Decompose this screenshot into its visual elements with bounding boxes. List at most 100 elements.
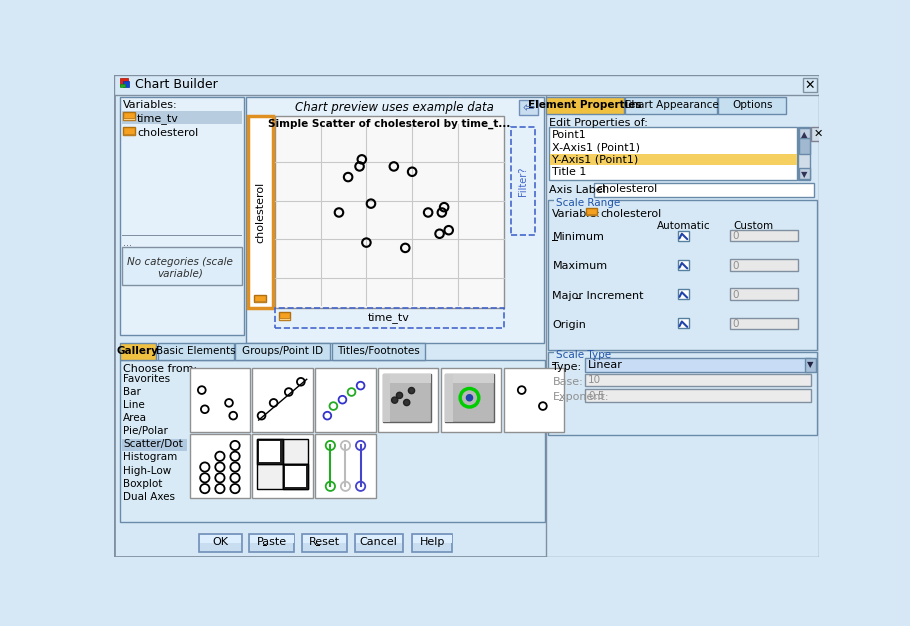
Bar: [718, 96, 786, 114]
Bar: [550, 153, 796, 165]
Bar: [122, 235, 242, 236]
Bar: [446, 374, 493, 383]
Bar: [236, 343, 330, 360]
Bar: [120, 85, 125, 88]
Bar: [254, 295, 266, 302]
Bar: [412, 534, 452, 552]
Bar: [678, 289, 689, 299]
Text: 10: 10: [588, 376, 602, 386]
Text: Element Properties: Element Properties: [528, 100, 642, 110]
Circle shape: [397, 393, 402, 398]
Bar: [378, 367, 439, 432]
Bar: [275, 116, 503, 309]
Circle shape: [466, 394, 472, 401]
Bar: [120, 96, 244, 336]
Bar: [252, 434, 313, 498]
Bar: [122, 247, 242, 285]
Bar: [546, 75, 819, 557]
Text: ▲: ▲: [801, 130, 807, 139]
Bar: [114, 75, 819, 95]
Bar: [120, 78, 127, 86]
Bar: [805, 359, 816, 372]
Text: time_tv: time_tv: [368, 312, 410, 323]
Bar: [275, 309, 503, 327]
Text: Chart Appearance: Chart Appearance: [623, 100, 718, 110]
Bar: [383, 374, 390, 422]
Bar: [730, 289, 798, 300]
Text: Chart preview uses example data: Chart preview uses example data: [295, 101, 494, 113]
Bar: [548, 352, 817, 436]
Bar: [122, 111, 242, 125]
Text: Help: Help: [420, 537, 445, 547]
Text: cholesterol: cholesterol: [255, 182, 265, 243]
Bar: [586, 208, 597, 215]
Bar: [446, 374, 453, 422]
Text: Bar: Bar: [123, 387, 141, 397]
Bar: [199, 534, 242, 552]
Bar: [519, 100, 538, 115]
Bar: [730, 259, 798, 270]
Bar: [123, 118, 135, 120]
Bar: [315, 367, 376, 432]
Bar: [799, 128, 810, 139]
Bar: [285, 466, 306, 487]
Bar: [585, 389, 811, 402]
Bar: [283, 464, 308, 490]
Bar: [302, 534, 347, 552]
Bar: [316, 545, 320, 546]
Text: Exponent:: Exponent:: [552, 393, 609, 403]
Text: ...: ...: [123, 238, 132, 248]
Text: Line: Line: [123, 400, 145, 410]
Text: ▼: ▼: [801, 170, 807, 179]
Bar: [123, 128, 135, 135]
Text: Chart Builder: Chart Builder: [136, 78, 218, 91]
Text: Type:: Type:: [552, 362, 581, 372]
Bar: [278, 312, 290, 320]
Text: Y-Axis1 (Point1): Y-Axis1 (Point1): [551, 155, 638, 165]
Text: No categories (scale
variable): No categories (scale variable): [127, 257, 233, 279]
Text: M: M: [263, 449, 277, 463]
Text: Major Increment: Major Increment: [552, 290, 644, 300]
Text: time_tv: time_tv: [137, 113, 179, 124]
Text: Reset: Reset: [309, 537, 340, 547]
Bar: [249, 534, 294, 552]
Bar: [625, 96, 717, 114]
Bar: [548, 200, 817, 350]
Text: Choose from:: Choose from:: [123, 364, 197, 374]
Bar: [258, 439, 283, 464]
Text: Maximum: Maximum: [552, 262, 608, 272]
Bar: [798, 128, 811, 180]
Text: Dual Axes: Dual Axes: [123, 491, 175, 501]
Text: Scatter/Dot: Scatter/Dot: [123, 439, 183, 449]
Bar: [550, 128, 797, 180]
Bar: [552, 327, 558, 329]
Bar: [158, 343, 234, 360]
Bar: [799, 168, 810, 179]
Bar: [283, 464, 308, 490]
Bar: [331, 343, 425, 360]
Bar: [263, 545, 268, 546]
Text: Pie/Polar: Pie/Polar: [123, 426, 168, 436]
Bar: [546, 96, 623, 114]
Circle shape: [404, 399, 410, 406]
Text: 0: 0: [733, 260, 739, 270]
Circle shape: [391, 397, 398, 403]
Text: Boxplot: Boxplot: [123, 479, 162, 489]
Text: 0: 0: [733, 319, 739, 329]
Bar: [355, 534, 403, 552]
Bar: [413, 535, 451, 543]
Bar: [120, 343, 157, 360]
Bar: [356, 535, 402, 543]
Bar: [799, 138, 810, 153]
Text: Base:: Base:: [552, 377, 583, 387]
Text: Axis Label:: Axis Label:: [550, 185, 610, 195]
Text: cholesterol: cholesterol: [597, 185, 658, 195]
Bar: [678, 319, 689, 329]
Text: Gallery: Gallery: [116, 346, 158, 356]
Bar: [248, 116, 273, 309]
Bar: [283, 439, 308, 464]
Text: Minimum: Minimum: [552, 232, 604, 242]
Bar: [594, 183, 814, 197]
Bar: [258, 439, 283, 464]
Bar: [123, 81, 129, 88]
